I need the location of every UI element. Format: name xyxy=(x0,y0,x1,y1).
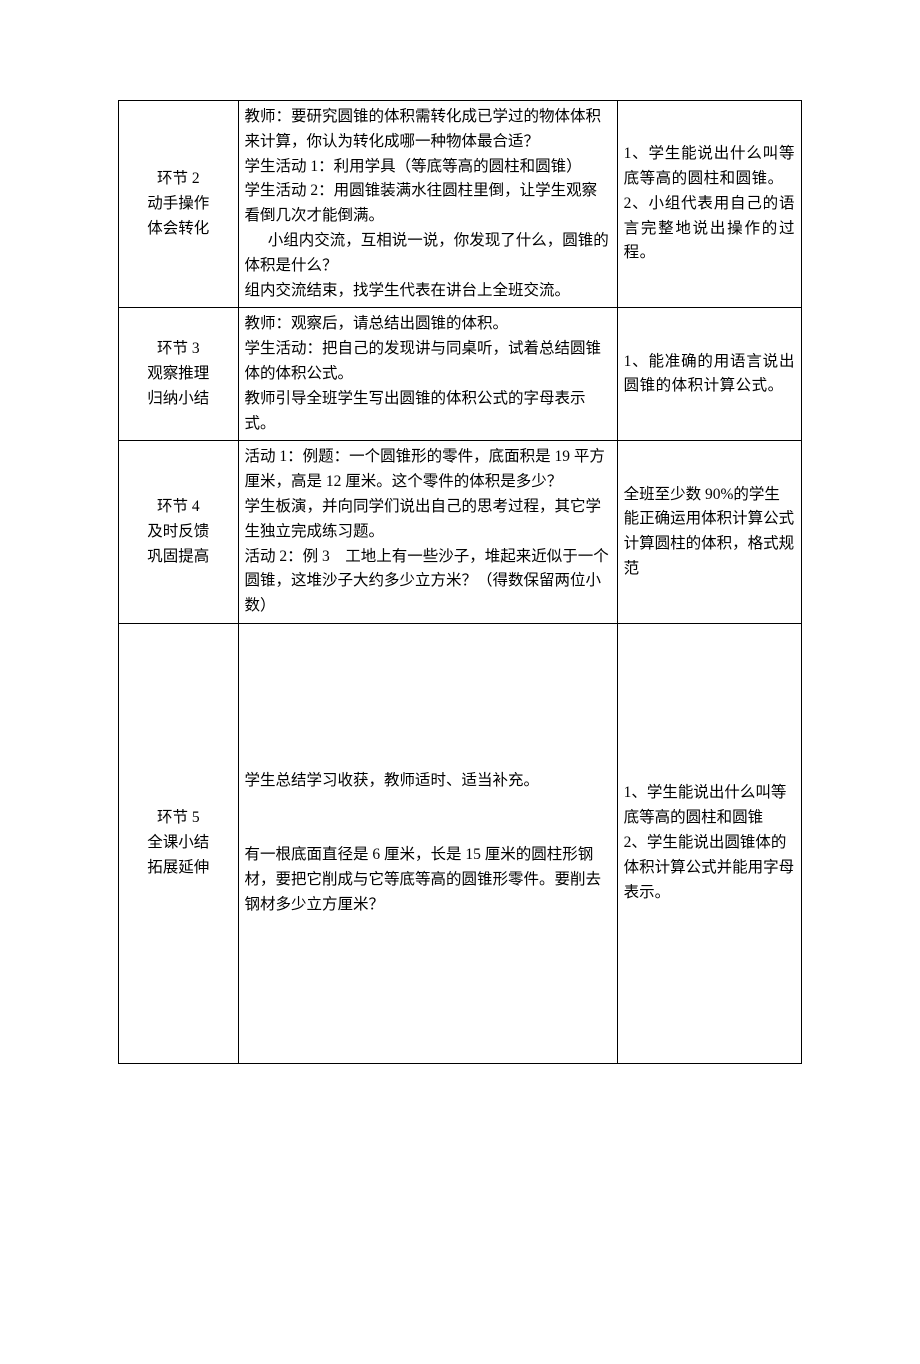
activity-text: 小组内交流，互相说一说，你发现了什么，圆锥的体积是什么？ xyxy=(245,229,611,279)
stage-title-a: 动手操作 xyxy=(125,192,232,217)
outcome-cell: 1、学生能说出什么叫等底等高的圆柱和圆锥。 2、小组代表用自己的语言完整地说出操… xyxy=(617,101,801,308)
table-row: 环节 4 及时反馈 巩固提高 活动 1：例题：一个圆锥形的零件，底面积是 19 … xyxy=(119,441,802,624)
outcome-text: 1、学生能说出什么叫等底等高的圆柱和圆锥 xyxy=(624,781,795,831)
activity-text: 教师：观察后，请总结出圆锥的体积。 xyxy=(245,312,611,337)
stage-title-b: 体会转化 xyxy=(125,217,232,242)
outcome-cell: 全班至少数 90%的学生能正确运用体积计算公式计算圆柱的体积，格式规范 xyxy=(617,441,801,624)
outcome-text: 全班至少数 90%的学生能正确运用体积计算公式计算圆柱的体积，格式规范 xyxy=(624,483,795,582)
stage-title-b: 巩固提高 xyxy=(125,545,232,570)
outcome-cell: 1、能准确的用语言说出圆锥的体积计算公式。 xyxy=(617,308,801,441)
stage-title-a: 全课小结 xyxy=(125,831,232,856)
stage-num: 环节 2 xyxy=(125,167,232,192)
activity-text: 学生板演，并向同学们说出自己的思考过程，其它学生独立完成练习题。 xyxy=(245,495,611,545)
outcome-cell: 1、学生能说出什么叫等底等高的圆柱和圆锥 2、学生能说出圆锥体的体积计算公式并能… xyxy=(617,623,801,1063)
table-row: 环节 3 观察推理 归纳小结 教师：观察后，请总结出圆锥的体积。 学生活动：把自… xyxy=(119,308,802,441)
stage-cell: 环节 3 观察推理 归纳小结 xyxy=(119,308,239,441)
stage-num: 环节 5 xyxy=(125,806,232,831)
activity-text: 教师引导全班学生写出圆锥的体积公式的字母表示式。 xyxy=(245,387,611,437)
activity-cell: 学生总结学习收获，教师适时、适当补充。 有一根底面直径是 6 厘米，长是 15 … xyxy=(238,623,617,1063)
stage-num: 环节 4 xyxy=(125,495,232,520)
table-row: 环节 2 动手操作 体会转化 教师：要研究圆锥的体积需转化成已学过的物体体积来计… xyxy=(119,101,802,308)
activity-text: 教师：要研究圆锥的体积需转化成已学过的物体体积来计算，你认为转化成哪一种物体最合… xyxy=(245,105,611,155)
activity-text: 学生活动 2：用圆锥装满水往圆柱里倒，让学生观察看倒几次才能倒满。 xyxy=(245,179,611,229)
stage-cell: 环节 5 全课小结 拓展延伸 xyxy=(119,623,239,1063)
activity-text: 学生活动：把自己的发现讲与同桌听，试着总结圆锥体的体积公式。 xyxy=(245,337,611,387)
document-page: 环节 2 动手操作 体会转化 教师：要研究圆锥的体积需转化成已学过的物体体积来计… xyxy=(0,0,920,1364)
stage-title-a: 观察推理 xyxy=(125,362,232,387)
outcome-text: 1、学生能说出什么叫等底等高的圆柱和圆锥。 xyxy=(624,142,795,192)
outcome-text: 1、能准确的用语言说出圆锥的体积计算公式。 xyxy=(624,350,795,400)
activity-text: 学生总结学习收获，教师适时、适当补充。 xyxy=(245,769,611,794)
outcome-text: 2、学生能说出圆锥体的体积计算公式并能用字母表示。 xyxy=(624,831,795,905)
outcome-text: 2、小组代表用自己的语言完整地说出操作的过程。 xyxy=(624,192,795,266)
activity-cell: 活动 1：例题：一个圆锥形的零件，底面积是 19 平方厘米，高是 12 厘米。这… xyxy=(238,441,617,624)
activity-text: 有一根底面直径是 6 厘米，长是 15 厘米的圆柱形钢材，要把它削成与它等底等高… xyxy=(245,843,611,917)
lesson-plan-table: 环节 2 动手操作 体会转化 教师：要研究圆锥的体积需转化成已学过的物体体积来计… xyxy=(118,100,802,1064)
stage-cell: 环节 4 及时反馈 巩固提高 xyxy=(119,441,239,624)
activity-cell: 教师：观察后，请总结出圆锥的体积。 学生活动：把自己的发现讲与同桌听，试着总结圆… xyxy=(238,308,617,441)
activity-text: 组内交流结束，找学生代表在讲台上全班交流。 xyxy=(245,279,611,304)
stage-cell: 环节 2 动手操作 体会转化 xyxy=(119,101,239,308)
table-row: 环节 5 全课小结 拓展延伸 学生总结学习收获，教师适时、适当补充。 有一根底面… xyxy=(119,623,802,1063)
activity-text: 活动 2：例 3 工地上有一些沙子，堆起来近似于一个圆锥，这堆沙子大约多少立方米… xyxy=(245,545,611,619)
stage-title-b: 拓展延伸 xyxy=(125,856,232,881)
activity-text: 活动 1：例题：一个圆锥形的零件，底面积是 19 平方厘米，高是 12 厘米。这… xyxy=(245,445,611,495)
activity-text: 学生活动 1：利用学具（等底等高的圆柱和圆锥） xyxy=(245,155,611,180)
activity-cell: 教师：要研究圆锥的体积需转化成已学过的物体体积来计算，你认为转化成哪一种物体最合… xyxy=(238,101,617,308)
stage-title-a: 及时反馈 xyxy=(125,520,232,545)
stage-num: 环节 3 xyxy=(125,337,232,362)
stage-title-b: 归纳小结 xyxy=(125,387,232,412)
